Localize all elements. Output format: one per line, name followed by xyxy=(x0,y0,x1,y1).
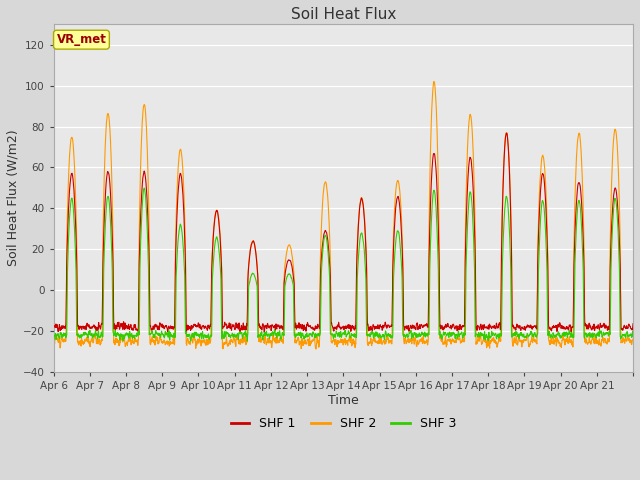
Y-axis label: Soil Heat Flux (W/m2): Soil Heat Flux (W/m2) xyxy=(7,130,20,266)
X-axis label: Time: Time xyxy=(328,394,358,407)
Text: VR_met: VR_met xyxy=(56,33,106,46)
Title: Soil Heat Flux: Soil Heat Flux xyxy=(291,7,396,22)
Legend: SHF 1, SHF 2, SHF 3: SHF 1, SHF 2, SHF 3 xyxy=(226,412,461,435)
